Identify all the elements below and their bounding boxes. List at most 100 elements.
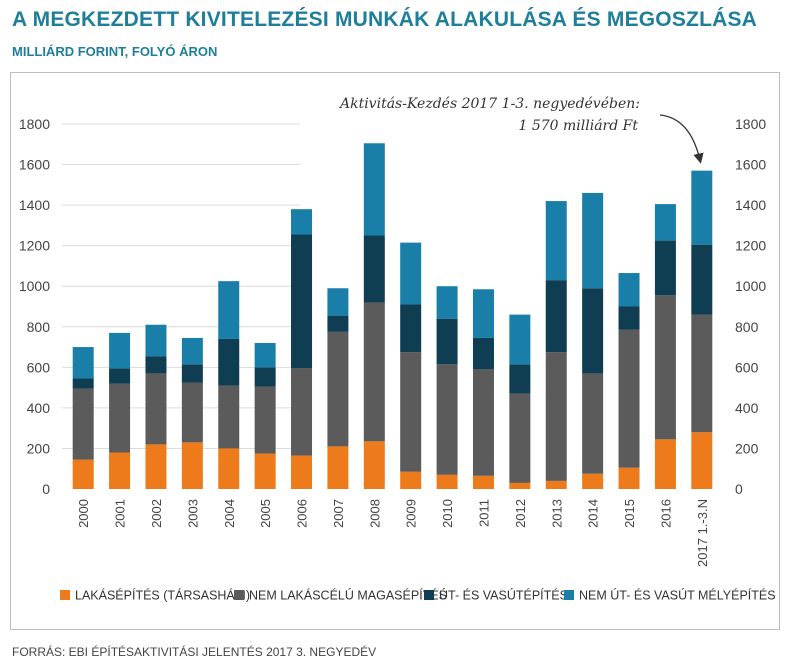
bar-segment <box>436 318 458 365</box>
bar-segment <box>436 286 458 319</box>
bar-segment <box>327 288 349 316</box>
bar-segment <box>582 373 604 474</box>
bar-segment <box>509 482 531 489</box>
legend-swatch <box>234 590 244 600</box>
annotation-line2: 1 570 milliárd Ft <box>518 118 638 134</box>
legend-label: ÚT- ÉS VASÚTÉPÍTÉS <box>439 588 568 603</box>
y-tick-label-left: 600 <box>27 359 51 375</box>
bar-segment <box>582 473 604 489</box>
bar-segment <box>509 393 531 483</box>
bar-segment <box>72 347 94 379</box>
bar-segment <box>400 242 422 305</box>
y-tick-label-right: 1400 <box>735 197 766 213</box>
y-tick-label-right: 600 <box>735 359 759 375</box>
y-tick-label-right: 400 <box>735 400 759 416</box>
bar-segment <box>618 467 640 489</box>
bar-segment <box>181 382 203 443</box>
bar-segment <box>545 280 567 353</box>
bar-segment <box>145 373 167 445</box>
annotation-line1: Aktivitás-Kezdés 2017 1-3. negyedévében: <box>338 96 640 112</box>
y-tick-label-left: 1400 <box>19 197 50 213</box>
x-tick: 2010 <box>440 499 455 528</box>
x-tick: 2002 <box>149 499 164 528</box>
bar-segment <box>109 452 131 489</box>
bars <box>72 143 713 489</box>
y-tick-label-right: 200 <box>735 440 759 456</box>
x-tick: 2007 <box>331 499 346 528</box>
x-tick: 2001 <box>113 499 128 528</box>
legend-swatch <box>424 590 434 600</box>
x-tick-label: 2008 <box>367 499 382 528</box>
bar-segment <box>72 388 94 460</box>
legend-label: NEM ÚT- ÉS VASÚT MÉLYÉPÍTÉS <box>579 588 776 603</box>
x-tick-label: 2017 1.-3.N <box>695 499 710 567</box>
x-tick: 2017 1.-3.N <box>695 499 710 567</box>
bar-segment <box>654 240 676 296</box>
bar-segment <box>145 324 167 357</box>
y-tick-label-right: 0 <box>735 481 743 497</box>
bar-segment <box>72 459 94 489</box>
y-tick-label-right: 1200 <box>735 238 766 254</box>
y-tick-label-left: 400 <box>27 400 51 416</box>
x-tick-label: 2014 <box>586 499 601 528</box>
x-tick: 2011 <box>476 499 491 527</box>
bar-segment <box>400 471 422 489</box>
x-tick-label: 2004 <box>222 499 237 528</box>
bar-segment <box>327 331 349 447</box>
y-axis-right: 0 200 400 600 800 1000 1200 1400 1600 1800 <box>735 116 766 497</box>
x-tick: 2000 <box>76 499 91 528</box>
bar-segment <box>582 192 604 289</box>
legend: LAKÁSÉPÍTÉS (TÁRSASHÁZI)NEM LAKÁSCÉLÚ MA… <box>60 588 776 603</box>
x-tick-label: 2005 <box>258 499 273 528</box>
bar-segment <box>363 235 385 303</box>
bar-segment <box>109 383 131 453</box>
chart-title: A MEGKEZDETT KIVITELEZÉSI MUNKÁK ALAKULÁ… <box>12 8 758 31</box>
x-tick-label: 2003 <box>185 499 200 528</box>
legend-label: NEM LAKÁSCÉLÚ MAGASÉPÍTÉS <box>249 588 447 603</box>
chart-subtitle: MILLIÁRD FORINT, FOLYÓ ÁRON <box>12 44 218 59</box>
bar-segment <box>218 448 240 489</box>
bar-segment <box>545 352 567 481</box>
y-tick-label-right: 1000 <box>735 278 766 294</box>
x-tick: 2003 <box>185 499 200 528</box>
bar-segment <box>181 442 203 489</box>
bar-segment <box>545 201 567 281</box>
bar-segment <box>145 444 167 489</box>
x-tick: 2008 <box>367 499 382 528</box>
y-tick-label-left: 200 <box>27 440 51 456</box>
x-tick: 2005 <box>258 499 273 528</box>
bar-segment <box>327 446 349 489</box>
x-tick: 2015 <box>622 499 637 528</box>
y-tick-label-left: 1600 <box>19 157 50 173</box>
bar-segment <box>654 439 676 489</box>
x-axis: 2000 2001 2002 2003 2004 2005 2006 2007 2008 2009… <box>76 499 710 567</box>
legend-swatch <box>564 590 574 600</box>
x-tick: 2014 <box>586 499 601 528</box>
x-tick-label: 2009 <box>404 499 419 528</box>
bar-segment <box>436 364 458 475</box>
x-tick-label: 2010 <box>440 499 455 528</box>
legend-swatch <box>60 590 70 600</box>
bar-segment <box>691 432 713 489</box>
bar-segment <box>291 209 313 235</box>
bar-segment <box>691 314 713 433</box>
x-tick-label: 2007 <box>331 499 346 528</box>
source-note: FORRÁS: EBI ÉPÍTÉSAKTIVITÁSI JELENTÉS 20… <box>12 645 377 659</box>
bar-segment <box>618 306 640 330</box>
bar-segment <box>618 329 640 468</box>
x-tick-label: 2006 <box>295 499 310 528</box>
y-tick-label-right: 1800 <box>735 116 766 132</box>
annotation: Aktivitás-Kezdés 2017 1-3. negyedévében:… <box>338 96 704 164</box>
legend-label: LAKÁSÉPÍTÉS (TÁRSASHÁZI) <box>75 588 250 603</box>
y-tick-label-right: 1600 <box>735 157 766 173</box>
bar-segment <box>181 337 203 365</box>
bar-segment <box>327 315 349 332</box>
bar-segment <box>472 289 494 338</box>
bar-segment <box>291 234 313 369</box>
x-tick-label: 2013 <box>549 499 564 528</box>
bar-segment <box>109 332 131 369</box>
y-tick-label-left: 1000 <box>19 278 50 294</box>
bar-segment <box>109 368 131 384</box>
bar-segment <box>218 385 240 449</box>
bar-segment <box>472 475 494 489</box>
